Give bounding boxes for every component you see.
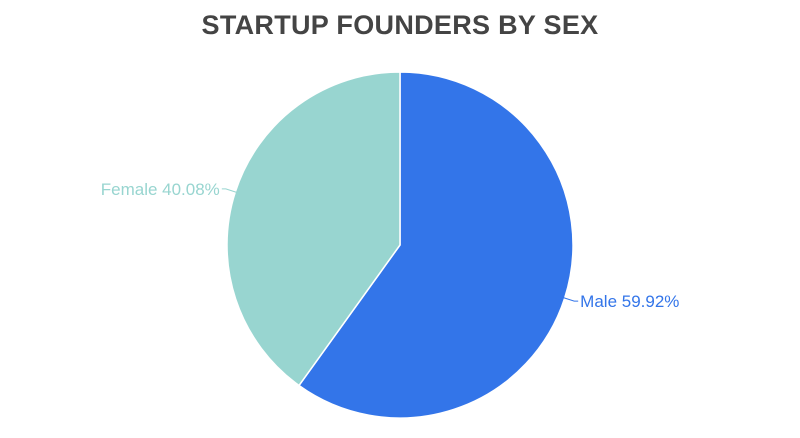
slice-label-female: Female 40.08% [101,180,220,199]
leader-line-female [221,188,239,194]
slice-label-male: Male 59.92% [580,292,679,311]
leader-line-male [561,296,579,302]
chart-title: STARTUP FOUNDERS BY SEX [201,10,599,40]
